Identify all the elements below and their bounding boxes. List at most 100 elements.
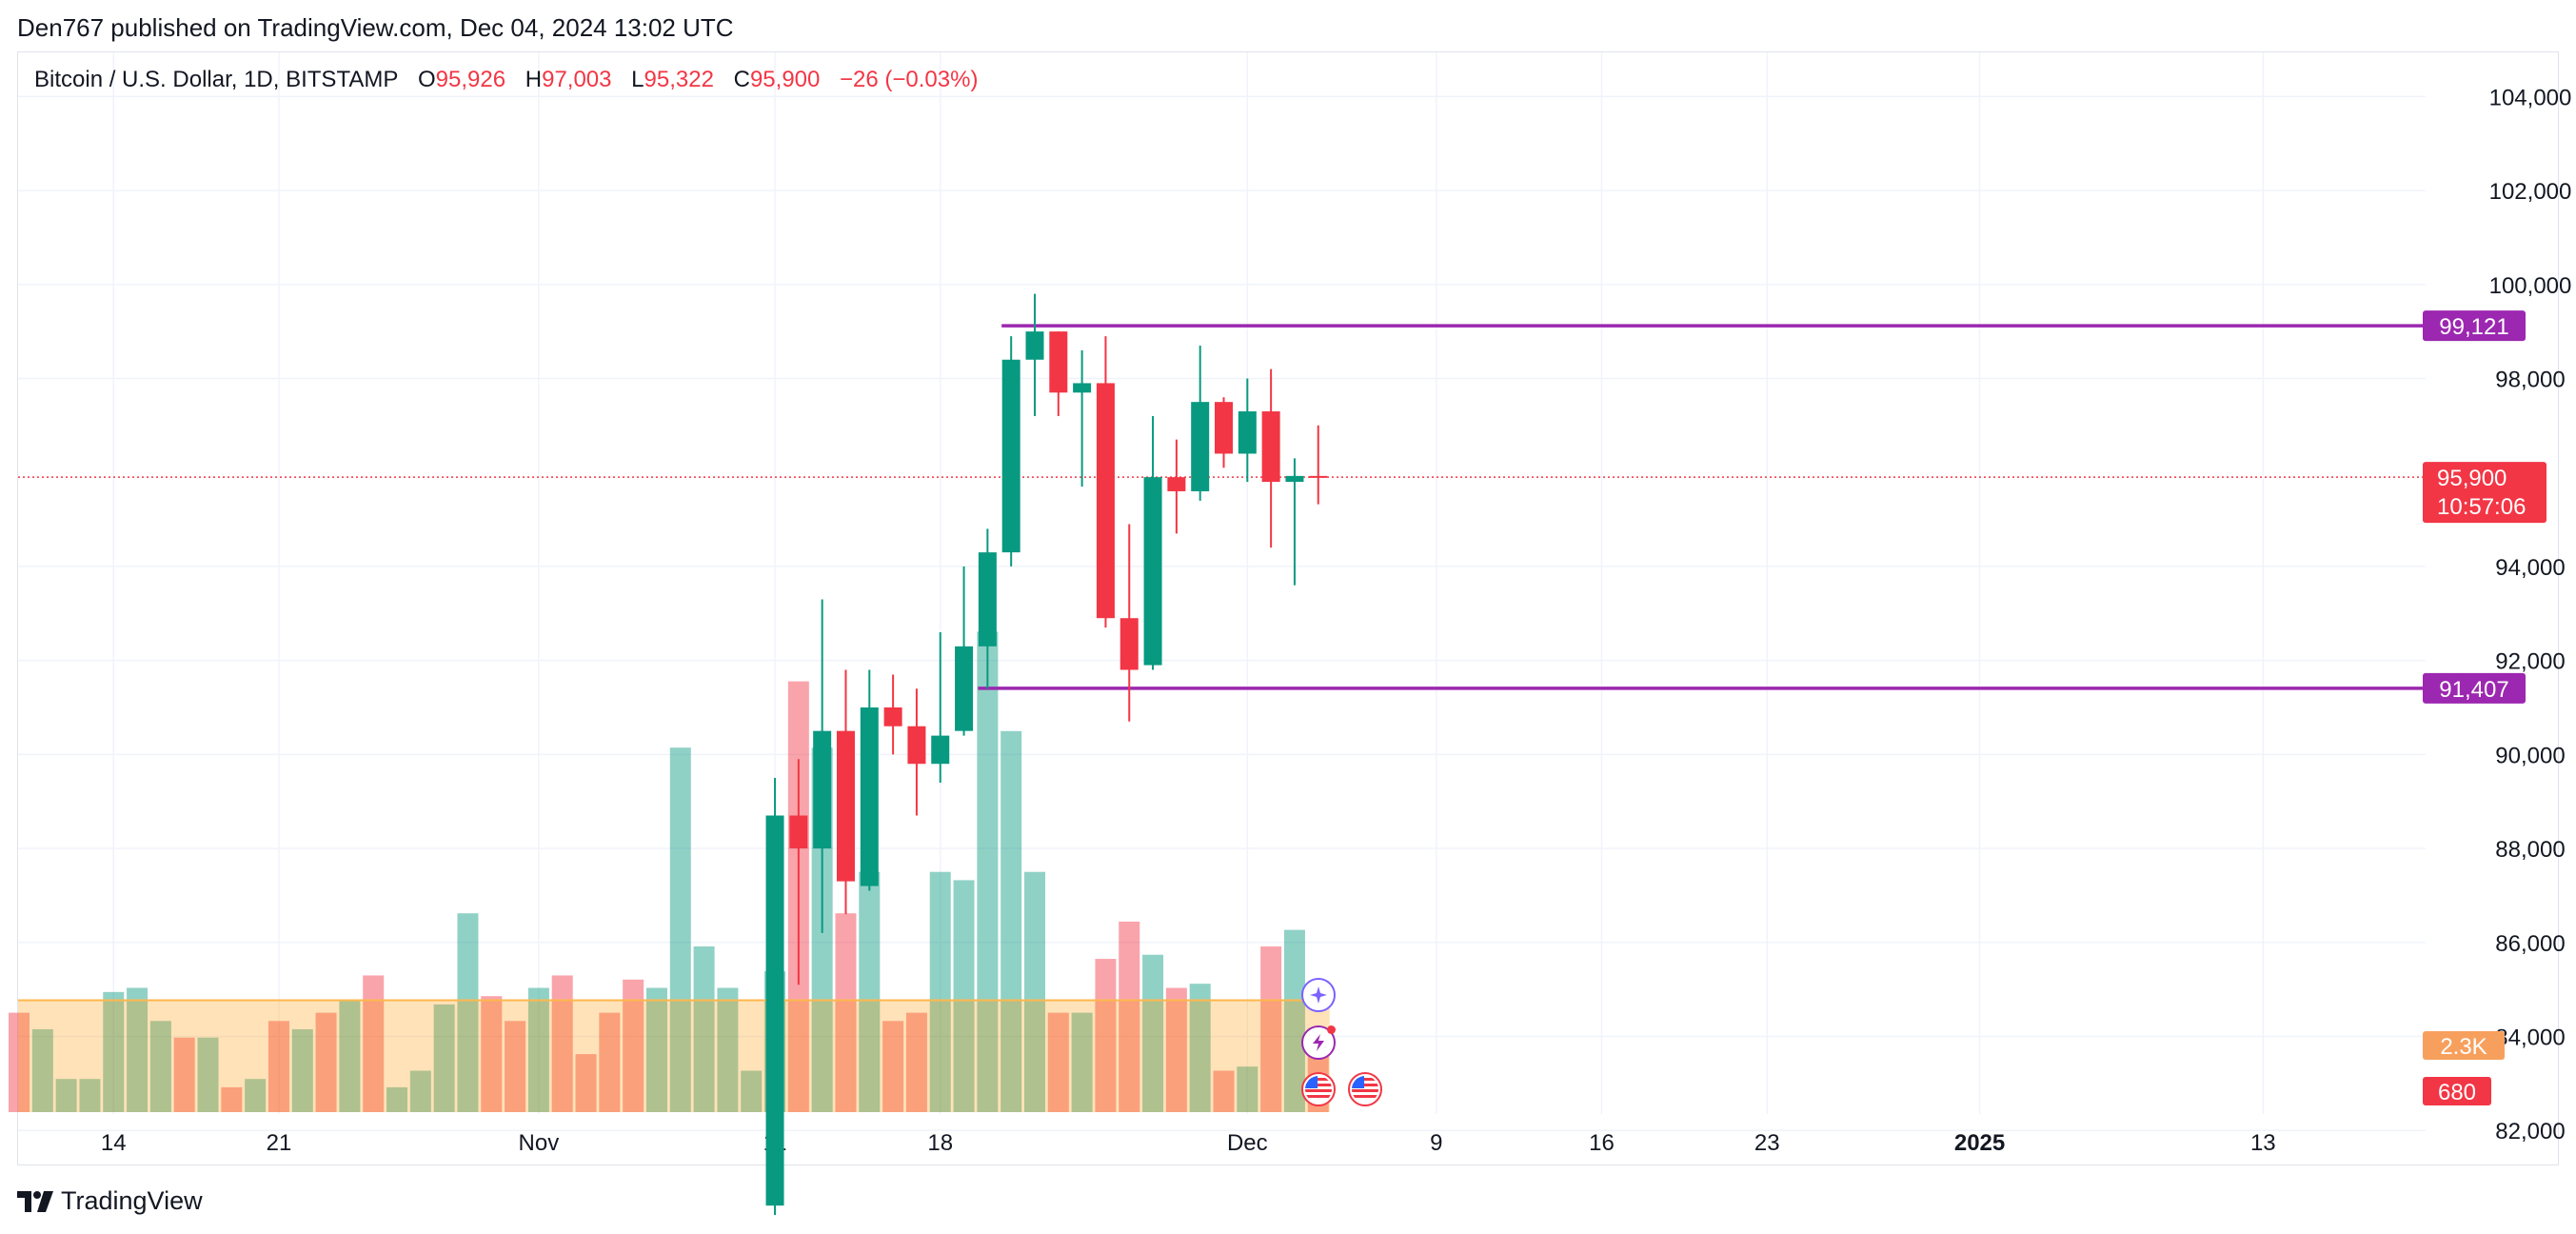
us-flag-icon[interactable] <box>1300 1072 1336 1106</box>
price-axis-label: 98,000 <box>2495 367 2565 392</box>
volume-bar <box>859 871 881 1112</box>
volume-bar <box>268 1021 289 1112</box>
time-axis-label: 9 <box>1430 1130 1442 1156</box>
lightning-event-icon[interactable] <box>1300 1025 1336 1060</box>
candle-body <box>1120 618 1139 670</box>
volume-bar <box>197 1037 219 1112</box>
time-axis-label: 14 <box>101 1130 127 1156</box>
volume-badge-label: 680 <box>2438 1080 2476 1105</box>
volume-bar <box>599 1012 621 1112</box>
ohlc-legend: Bitcoin / U.S. Dollar, 1D, BITSTAMP O95,… <box>34 67 978 93</box>
candle-body <box>836 730 855 882</box>
volume-ma-area <box>18 1000 1330 1112</box>
volume-bar <box>433 1004 455 1112</box>
volume-bar <box>173 1037 195 1112</box>
open-label: O <box>418 67 436 92</box>
volume-bar <box>741 1070 763 1112</box>
candle-body <box>1096 383 1115 619</box>
candle-body <box>883 707 902 726</box>
volume-bar <box>315 1012 337 1112</box>
last-price-badge <box>2423 462 2546 524</box>
volume-bar <box>1119 921 1140 1112</box>
volume-bar <box>1165 987 1187 1112</box>
volume-bar <box>527 987 549 1112</box>
price-axis-label: 92,000 <box>2495 649 2565 675</box>
candle-body <box>955 646 974 731</box>
candle-body <box>813 730 832 849</box>
volume-bar <box>79 1079 101 1112</box>
time-axis-label: Nov <box>519 1130 560 1156</box>
volume-bar <box>245 1079 267 1112</box>
volume-bar <box>575 1054 597 1112</box>
candle-body <box>789 815 808 849</box>
price-axis-label: 88,000 <box>2495 837 2565 863</box>
volume-bar <box>551 975 573 1112</box>
volume-badge <box>2423 1031 2505 1060</box>
volume-bar <box>953 880 975 1112</box>
high-label: H <box>525 67 543 92</box>
sparkle-event-icon[interactable] <box>1300 978 1336 1012</box>
candle-body <box>931 735 950 765</box>
volume-bar <box>1260 946 1282 1112</box>
time-axis-label: 13 <box>2250 1130 2276 1156</box>
volume-bar <box>1047 1012 1069 1112</box>
volume-bar <box>882 1021 904 1112</box>
symbol-title: Bitcoin / U.S. Dollar, 1D, BITSTAMP <box>34 67 399 92</box>
candle-body <box>1025 331 1044 360</box>
volume-bar <box>669 747 691 1112</box>
candle-body <box>1049 331 1068 393</box>
volume-bar <box>693 946 715 1112</box>
volume-bar <box>1237 1066 1258 1112</box>
volume-bar <box>386 1086 408 1112</box>
candle-body <box>1001 359 1020 553</box>
countdown-label: 10:57:06 <box>2437 494 2526 520</box>
volume-bar <box>55 1079 77 1112</box>
candle-body <box>1215 402 1233 454</box>
volume-bar <box>1071 1012 1093 1112</box>
volume-badge-label: 2.3K <box>2440 1034 2487 1060</box>
level-price-badge <box>2423 310 2526 342</box>
time-axis-label: 23 <box>1754 1130 1780 1156</box>
change-value: −26 (−0.03%) <box>840 67 979 92</box>
price-axis-label: 82,000 <box>2495 1119 2565 1144</box>
volume-bar <box>409 1070 431 1112</box>
price-axis-label: 104,000 <box>2489 85 2572 110</box>
price-axis-label: 90,000 <box>2495 743 2565 768</box>
candle-body <box>1238 411 1257 454</box>
level-price-label: 91,407 <box>2439 677 2508 703</box>
footer-branding[interactable]: TradingView <box>17 1186 203 1216</box>
volume-bar <box>1283 929 1305 1112</box>
last-price-label: 95,900 <box>2437 466 2507 491</box>
volume-bar <box>291 1029 313 1112</box>
publisher-line: Den767 published on TradingView.com, Dec… <box>17 13 734 42</box>
volume-bar <box>1001 730 1022 1112</box>
volume-bar <box>103 991 125 1112</box>
candle-body <box>1073 383 1092 393</box>
level-price-badge <box>2423 672 2526 704</box>
close-label: C <box>733 67 750 92</box>
chart-frame <box>17 51 2559 1165</box>
candle-body <box>860 707 879 886</box>
volume-bar <box>1142 954 1164 1112</box>
tradingview-brand: TradingView <box>61 1186 203 1215</box>
candle-body <box>1143 477 1162 666</box>
price-axis-label: 86,000 <box>2495 931 2565 957</box>
low-label: L <box>631 67 644 92</box>
price-axis-label: 100,000 <box>2489 273 2572 299</box>
volume-bar <box>717 987 739 1112</box>
open-value: 95,926 <box>435 67 506 92</box>
price-axis-label: 84,000 <box>2495 1025 2565 1050</box>
tradingview-logo-icon <box>17 1190 53 1212</box>
candle-body <box>1167 477 1186 491</box>
volume-bar <box>363 975 385 1112</box>
candle-body <box>1261 411 1280 483</box>
volume-bar <box>149 1021 171 1112</box>
volume-bar <box>221 1086 243 1112</box>
candle-body <box>765 815 784 1206</box>
price-axis-label: 102,000 <box>2489 179 2572 205</box>
candle-body <box>907 726 926 765</box>
time-axis-label: 21 <box>267 1130 292 1156</box>
time-axis-label: 2025 <box>1954 1130 2005 1156</box>
us-flag-icon[interactable] <box>1348 1072 1383 1106</box>
